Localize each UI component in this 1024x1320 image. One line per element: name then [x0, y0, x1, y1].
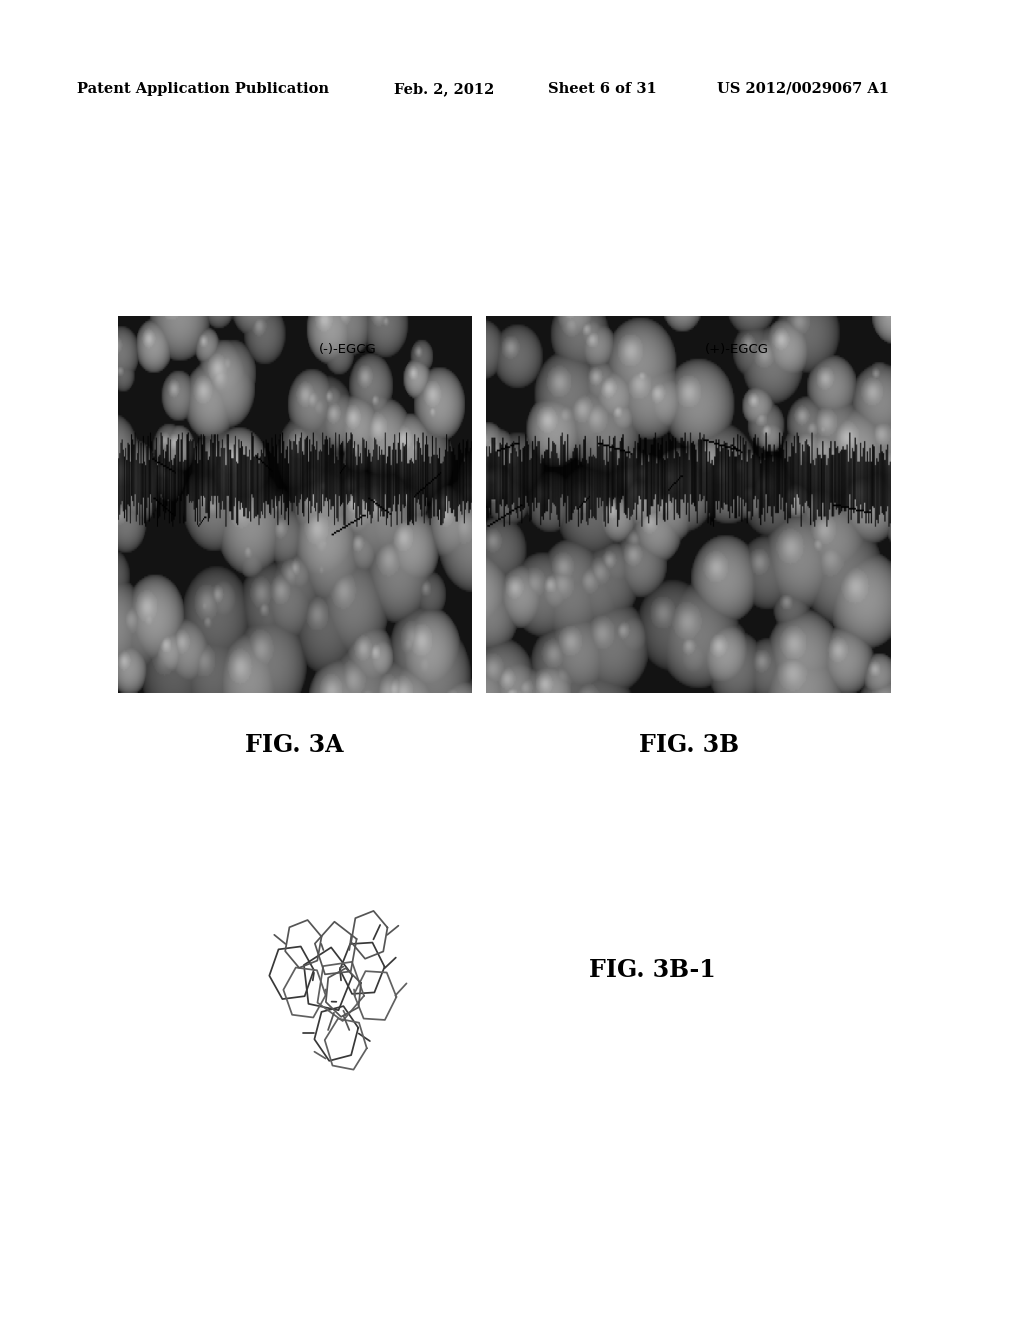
Text: FIG. 3B-1: FIG. 3B-1	[589, 958, 716, 982]
Text: (+)-EGCG: (+)-EGCG	[706, 343, 769, 356]
Text: (-)-EGCG: (-)-EGCG	[318, 343, 376, 356]
Text: Sheet 6 of 31: Sheet 6 of 31	[548, 82, 656, 96]
Text: Patent Application Publication: Patent Application Publication	[77, 82, 329, 96]
Text: Feb. 2, 2012: Feb. 2, 2012	[394, 82, 495, 96]
Text: FIG. 3A: FIG. 3A	[245, 733, 344, 756]
Text: US 2012/0029067 A1: US 2012/0029067 A1	[717, 82, 889, 96]
Text: FIG. 3B: FIG. 3B	[639, 733, 738, 756]
